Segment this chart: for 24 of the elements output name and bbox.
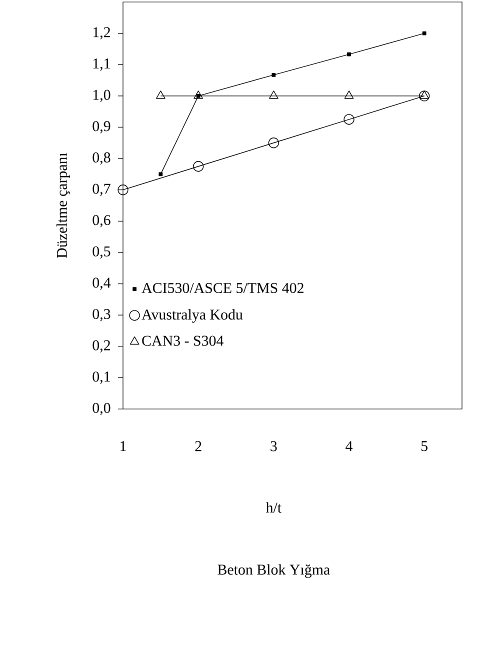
y-tick-label: 0,7 [92, 184, 110, 196]
y-tick-label: 0,2 [92, 340, 110, 352]
legend-label: ACI530/ASCE 5/TMS 402 [142, 282, 304, 294]
x-tick-label: 1 [120, 441, 126, 452]
y-tick-label: 0,8 [92, 152, 110, 165]
y-tick-label: 0,5 [92, 246, 110, 259]
x-tick-label: 5 [421, 441, 428, 452]
y-tick-label: 0,1 [92, 372, 110, 384]
y-tick-label: 0,4 [92, 278, 111, 290]
y-tick-label: 1,1 [93, 58, 110, 71]
y-tick-label: 0,6 [92, 215, 110, 228]
y-tick-label: 1,2 [93, 27, 110, 40]
y-tick-label: 0,0 [92, 402, 110, 416]
x-tick-label: 2 [195, 441, 202, 452]
text: Beton Blok Yığma [218, 564, 330, 578]
y-axis-title: Düzeltme çarpanı [56, 152, 70, 258]
y-tick-label: 0,9 [92, 121, 110, 134]
y-tick-label: 0,3 [92, 308, 110, 322]
legend-label: CAN3 - S304 [142, 336, 224, 346]
x-tick-label: 4 [346, 441, 352, 452]
x-axis-title: h/t [266, 502, 282, 513]
y-tick-label: 1,0 [93, 90, 110, 102]
legend-label: Avustralya Kodu [142, 309, 243, 323]
x-tick-label: 3 [270, 441, 277, 452]
